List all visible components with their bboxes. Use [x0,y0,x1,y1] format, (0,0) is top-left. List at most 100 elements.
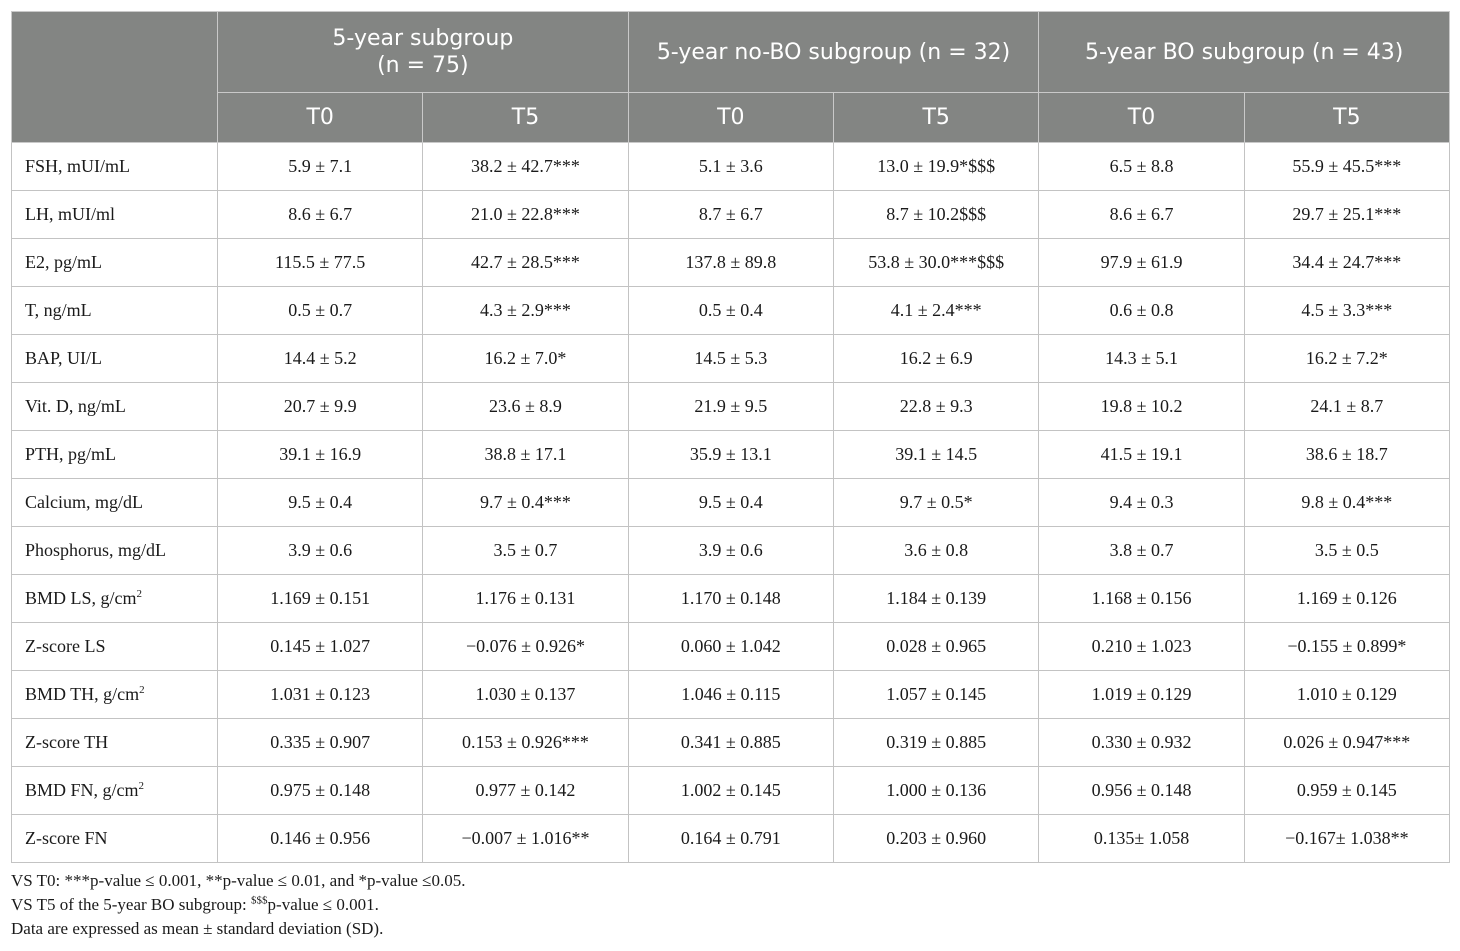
table-cell: 1.046 ± 0.115 [627,670,835,719]
table-cell: 3.5 ± 0.5 [1243,526,1451,575]
table-row: Z-score FN 0.146 ± 0.956 −0.007 ± 1.016** 0… [11,814,1451,863]
row-label: BAP, UI/L [25,348,103,368]
table-row: BMD TH, g/cm2 1.031 ± 0.123 1.030 ± 0.137 1… [11,670,1451,719]
table-cell: 34.4 ± 24.7*** [1243,238,1451,287]
group-header-5-year-label: 5-year subgroup (n = 75) [332,26,514,78]
table-cell: 9.7 ± 0.5* [832,478,1040,527]
table-cell: 5.1 ± 3.6 [627,142,835,191]
table-cell: 0.210 ± 1.023 [1038,622,1245,671]
time-header-cell: T5 [832,92,1040,143]
table-cell: 115.5 ± 77.5 [216,238,424,287]
row-label: T, ng/mL [25,300,92,320]
row-label-cell: E2, pg/mL [11,238,218,287]
table-cell: 1.031 ± 0.123 [216,670,424,719]
table-cell: 0.145 ± 1.027 [216,622,424,671]
footnote-t5-suffix: p-value ≤ 0.001. [267,895,379,914]
table-cell: 8.6 ± 6.7 [216,190,424,239]
table-row: FSH, mUI/mL 5.9 ± 7.1 38.2 ± 42.7*** 5.1 ± … [11,142,1451,191]
footnote-t5-symbol: $$$ [251,894,268,907]
table-cell: 0.341 ± 0.885 [627,718,835,767]
table-cell: 23.6 ± 8.9 [422,382,629,431]
results-table: 5-year subgroup (n = 75) 5-year no-BO su… [11,11,1451,863]
table-cell: 41.5 ± 19.1 [1038,430,1245,479]
time-header-cell: T0 [216,92,424,143]
table-row: PTH, pg/mL 39.1 ± 16.9 38.8 ± 17.1 35.9 ± 1… [11,430,1451,479]
table-cell: 5.9 ± 7.1 [216,142,424,191]
table-cell: 0.959 ± 0.145 [1243,766,1451,815]
table-cell: 42.7 ± 28.5*** [422,238,629,287]
table-cell: −0.076 ± 0.926* [422,622,629,671]
group-header-no-bo: 5-year no-BO subgroup (n = 32) [627,11,1040,93]
row-label: BMD FN, g/cm [25,780,139,800]
row-label: Vit. D, ng/mL [25,396,126,416]
table-cell: 0.026 ± 0.947*** [1243,718,1451,767]
table-header: 5-year subgroup (n = 75) 5-year no-BO su… [11,11,1451,143]
table-cell: 19.8 ± 10.2 [1038,382,1245,431]
table-cell: 97.9 ± 61.9 [1038,238,1245,287]
table-row: Phosphorus, mg/dL 3.9 ± 0.6 3.5 ± 0.7 3.9 ±… [11,526,1451,575]
row-label-cell: LH, mUI/ml [11,190,218,239]
row-label: Phosphorus, mg/dL [25,540,167,560]
table-cell: 9.5 ± 0.4 [216,478,424,527]
table-cell: 53.8 ± 30.0***$$$ [832,238,1040,287]
row-label-cell: BMD LS, g/cm2 [11,574,218,623]
row-label-cell: BMD FN, g/cm2 [11,766,218,815]
table-cell: 0.319 ± 0.885 [832,718,1040,767]
table-cell: 4.3 ± 2.9*** [422,286,629,335]
table-cell: 1.184 ± 0.139 [832,574,1040,623]
row-label: Z-score LS [25,636,106,656]
table-cell: 4.1 ± 2.4*** [832,286,1040,335]
table-cell: 9.5 ± 0.4 [627,478,835,527]
table-cell: 21.9 ± 9.5 [627,382,835,431]
table-row: Vit. D, ng/mL 20.7 ± 9.9 23.6 ± 8.9 21.9 ± … [11,382,1451,431]
table-cell: 1.169 ± 0.151 [216,574,424,623]
footnote-significance-t0: VS T0: ***p-value ≤ 0.001, **p-value ≤ 0… [11,871,466,890]
table-row: Z-score LS 0.145 ± 1.027 −0.076 ± 0.926* 0.… [11,622,1451,671]
table-cell: 14.5 ± 5.3 [627,334,835,383]
table-cell: 1.176 ± 0.131 [422,574,629,623]
table-cell: 6.5 ± 8.8 [1038,142,1245,191]
table-cell: 0.135± 1.058 [1038,814,1245,863]
row-label: BMD TH, g/cm [25,684,140,704]
table-cell: 0.146 ± 0.956 [216,814,424,863]
time-header-cell: T5 [422,92,629,143]
footnote-data-format: Data are expressed as mean ± standard de… [11,919,384,938]
table-cell: 1.169 ± 0.126 [1243,574,1451,623]
table-cell: 1.030 ± 0.137 [422,670,629,719]
table-cell: 1.010 ± 0.129 [1243,670,1451,719]
table-cell: 8.7 ± 10.2$$$ [832,190,1040,239]
row-label-cell: FSH, mUI/mL [11,142,218,191]
table-cell: 3.9 ± 0.6 [216,526,424,575]
table-cell: 0.330 ± 0.932 [1038,718,1245,767]
table-body: FSH, mUI/mL 5.9 ± 7.1 38.2 ± 42.7*** 5.1 ± … [11,142,1451,863]
table-cell: 0.164 ± 0.791 [627,814,835,863]
table-cell: −0.167± 1.038** [1243,814,1451,863]
row-label: BMD LS, g/cm [25,588,137,608]
table-cell: 14.4 ± 5.2 [216,334,424,383]
row-label: Z-score TH [25,732,109,752]
table-cell: 24.1 ± 8.7 [1243,382,1451,431]
table-cell: −0.155 ± 0.899* [1243,622,1451,671]
row-label: Z-score FN [25,828,108,848]
row-label-cell: Z-score TH [11,718,218,767]
table-cell: 1.168 ± 0.156 [1038,574,1245,623]
table-cell: −0.007 ± 1.016** [422,814,629,863]
table-cell: 9.4 ± 0.3 [1038,478,1245,527]
table-cell: 0.6 ± 0.8 [1038,286,1245,335]
table-row: Z-score TH 0.335 ± 0.907 0.153 ± 0.926*** 0… [11,718,1451,767]
table-cell: 16.2 ± 6.9 [832,334,1040,383]
row-label-cell: T, ng/mL [11,286,218,335]
row-label: PTH, pg/mL [25,444,117,464]
table-cell: 55.9 ± 45.5*** [1243,142,1451,191]
row-label-cell: Calcium, mg/dL [11,478,218,527]
table-cell: 9.8 ± 0.4*** [1243,478,1451,527]
table-cell: 22.8 ± 9.3 [832,382,1040,431]
table-cell: 0.956 ± 0.148 [1038,766,1245,815]
table-cell: 0.335 ± 0.907 [216,718,424,767]
table-row: BAP, UI/L 14.4 ± 5.2 16.2 ± 7.0* 14.5 ± 5.3… [11,334,1451,383]
table-cell: 3.8 ± 0.7 [1038,526,1245,575]
table-cell: 9.7 ± 0.4*** [422,478,629,527]
row-label: E2, pg/mL [25,252,102,272]
table-cell: 39.1 ± 16.9 [216,430,424,479]
table-cell: 3.5 ± 0.7 [422,526,629,575]
